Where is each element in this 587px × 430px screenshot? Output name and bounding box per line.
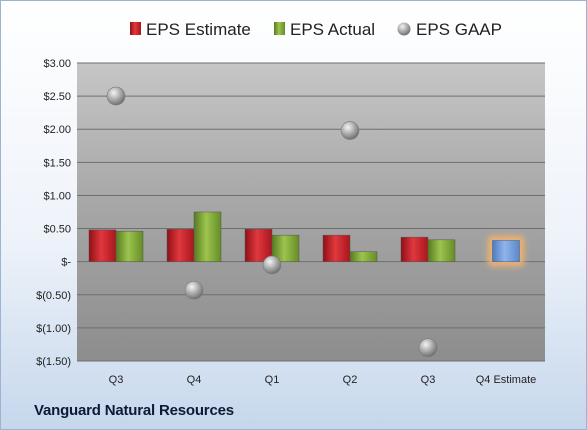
y-tick-label: $2.50: [43, 91, 71, 103]
legend-label-gaap: EPS GAAP: [416, 20, 502, 39]
x-tick-label: Q4: [187, 374, 202, 386]
legend-item-actual[interactable]: EPS Actual: [274, 20, 375, 39]
bar-eps-actual[interactable]: [427, 239, 456, 262]
y-tick-label: $(1.00): [36, 323, 71, 335]
point-eps-gaap[interactable]: [340, 121, 360, 140]
bar-eps-estimate[interactable]: [400, 236, 429, 262]
legend-swatch-actual-icon: [274, 22, 285, 35]
y-tick-label: $2.00: [43, 124, 71, 136]
bar-eps-estimate[interactable]: [88, 229, 117, 262]
x-tick-label: Q3: [421, 374, 436, 386]
bar-eps-actual[interactable]: [193, 211, 222, 262]
point-eps-gaap[interactable]: [262, 255, 282, 275]
x-tick-label: Q1: [265, 374, 280, 386]
bar-eps-actual[interactable]: [349, 251, 378, 262]
y-tick-label: $-: [61, 257, 71, 269]
legend-swatch-gaap-icon: [397, 22, 411, 36]
legend-label-actual: EPS Actual: [290, 20, 375, 39]
legend-label-estimate: EPS Estimate: [146, 20, 251, 39]
legend: EPS Estimate EPS Actual EPS GAAP: [130, 20, 502, 39]
plot-area: [77, 63, 545, 361]
x-tick-label: Q2: [343, 374, 358, 386]
point-eps-gaap[interactable]: [106, 86, 126, 106]
point-eps-gaap[interactable]: [418, 338, 438, 358]
bar-eps-actual[interactable]: [115, 230, 144, 262]
y-tick-label: $1.50: [43, 157, 71, 169]
y-tick-label: $3.00: [43, 58, 71, 70]
bar-eps-estimate[interactable]: [322, 234, 351, 262]
company-name: Vanguard Natural Resources: [34, 402, 234, 419]
x-tick-label: Q4 Estimate: [476, 374, 537, 386]
bar-q4-estimate[interactable]: [492, 240, 520, 262]
point-eps-gaap[interactable]: [184, 280, 204, 300]
legend-item-gaap[interactable]: EPS GAAP: [397, 20, 502, 39]
bar-eps-estimate[interactable]: [166, 228, 195, 262]
legend-swatch-estimate-icon: [130, 22, 141, 35]
y-tick-label: $0.50: [43, 224, 71, 236]
y-tick-label: $(1.50): [36, 356, 71, 368]
y-tick-label: $(0.50): [36, 290, 71, 302]
y-tick-label: $1.00: [43, 190, 71, 202]
x-tick-label: Q3: [109, 374, 124, 386]
legend-item-estimate[interactable]: EPS Estimate: [130, 20, 251, 39]
